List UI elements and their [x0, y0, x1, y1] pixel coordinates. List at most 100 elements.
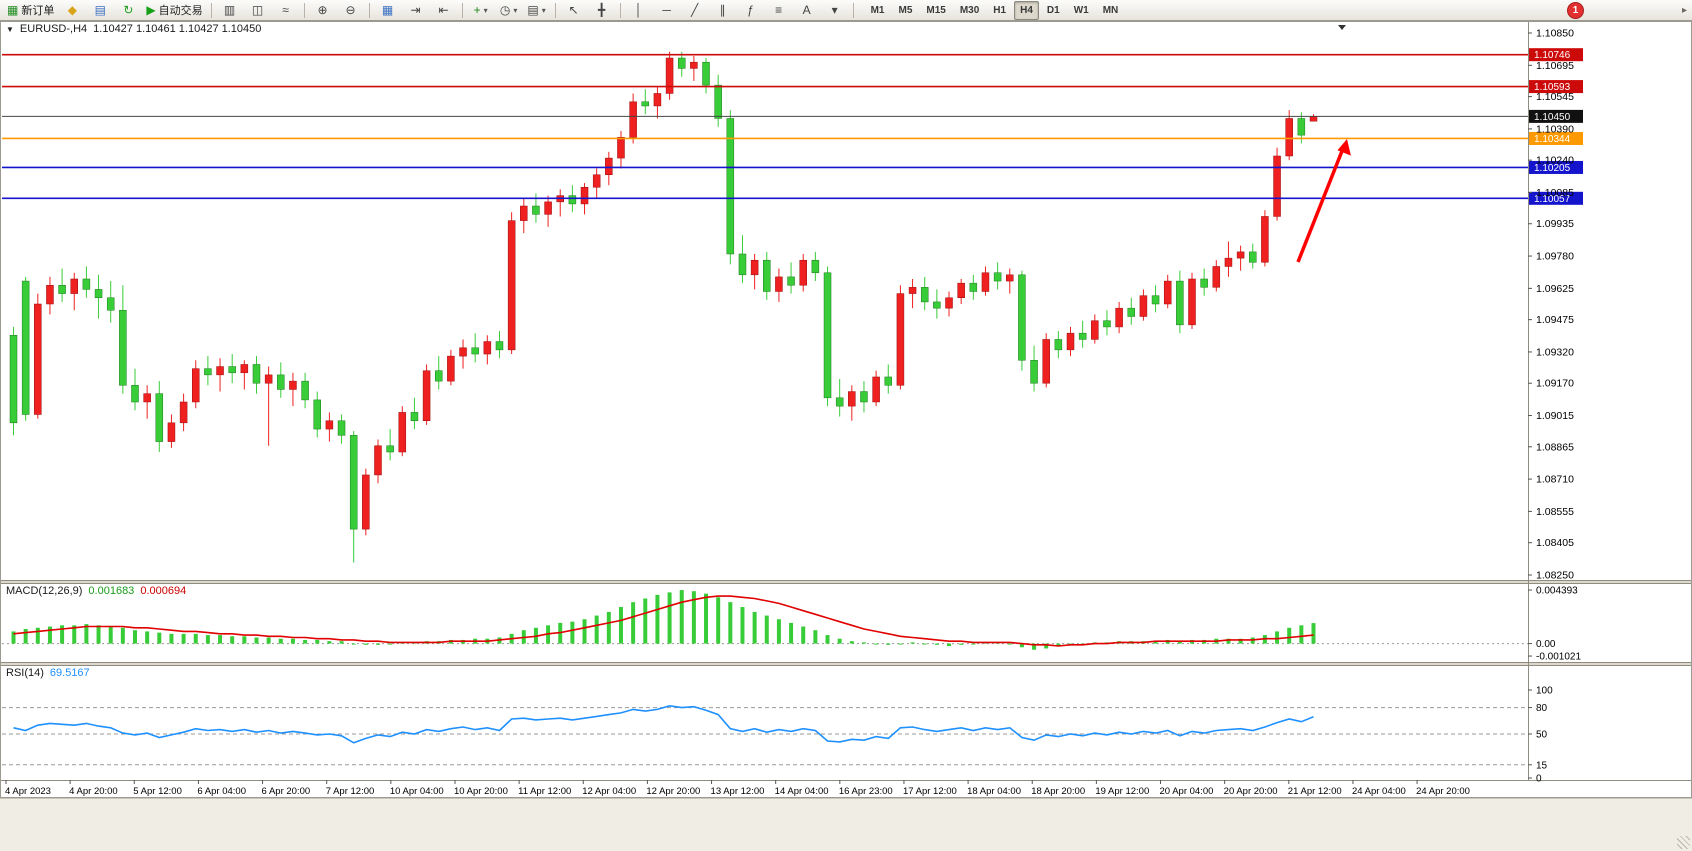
timeframe-m30[interactable]: M30 [959, 4, 980, 16]
candle-down [1030, 360, 1038, 384]
candle-up [1188, 278, 1196, 326]
arrows-button[interactable]: ▾ [821, 1, 849, 20]
macd-histogram-bar [363, 643, 368, 645]
horizontal-line-button[interactable]: ─ [653, 1, 681, 20]
new-order-icon: ▦ [7, 3, 19, 17]
fibonacci-button[interactable]: ƒ [737, 1, 765, 20]
candle-up [1309, 116, 1318, 122]
crosshair-button[interactable]: ╋ [588, 1, 616, 20]
candle-down [131, 385, 139, 403]
tile-windows-button[interactable]: ▦ [374, 1, 402, 20]
time-axis-label: 19 Apr 12:00 [1095, 786, 1149, 797]
notification-badge[interactable]: 1 [1566, 1, 1584, 19]
price-tag-label: 1.10593 [1534, 82, 1571, 93]
macd-histogram-bar [947, 643, 952, 647]
price-tag [1529, 109, 1583, 123]
indicators-button[interactable]: + ▾ [467, 1, 495, 20]
candle-up [167, 422, 176, 442]
time-axis-label: 6 Apr 04:00 [197, 786, 246, 797]
auto-scroll-button[interactable]: ⇥ [402, 1, 430, 20]
price-axis-label: 1.08865 [1536, 441, 1574, 453]
timeframe-h4[interactable]: H4 [1014, 0, 1039, 20]
new-order-button[interactable]: ▦ 新订单 [3, 1, 58, 20]
timeframe-m1[interactable]: M1 [870, 4, 885, 16]
macd-signal-line [13, 595, 1314, 647]
refresh-button[interactable]: ↻ [114, 1, 142, 20]
candle-down [1103, 320, 1111, 328]
price-axis-label: 1.08250 [1536, 570, 1574, 582]
macd-histogram-bar [1226, 638, 1231, 644]
chart-shift-button[interactable]: ⇤ [430, 1, 458, 20]
templates-button[interactable]: ▤ ▾ [523, 1, 551, 20]
time-axis-label: 5 Apr 12:00 [133, 786, 182, 797]
bar-chart-button[interactable]: ▥ [216, 1, 244, 20]
vertical-line-button[interactable]: │ [625, 1, 653, 20]
toolbar-overflow-icon[interactable]: ▸ [1681, 4, 1687, 16]
cursor-icon: ↖ [568, 3, 579, 17]
panel-separator[interactable] [0, 580, 1692, 584]
cursor-button[interactable]: ↖ [560, 1, 588, 20]
timeframe-m5[interactable]: M5 [898, 4, 913, 16]
trendline-button[interactable]: ╱ [681, 1, 709, 20]
price-axis-label: 1.10850 [1536, 28, 1574, 40]
time-axis-label: 4 Apr 20:00 [69, 786, 118, 797]
panel-separator[interactable] [0, 662, 1692, 666]
time-axis-label: 4 Apr 2023 [5, 786, 51, 797]
candle-up [1261, 216, 1269, 263]
timeframe-w1[interactable]: W1 [1073, 4, 1089, 16]
macd-histogram-bar [339, 641, 344, 644]
rsi-line [13, 704, 1314, 744]
macd-histogram-bar [704, 593, 709, 644]
timeframe-h1[interactable]: H1 [993, 4, 1007, 16]
candle-up [544, 201, 552, 215]
candle-up [179, 401, 188, 424]
resize-grip-icon[interactable] [1677, 836, 1690, 849]
trend-arrow[interactable] [1296, 145, 1346, 263]
zoom-out-button[interactable]: ⊖ [337, 1, 365, 20]
macd-axis-label: -0.001021 [1536, 652, 1581, 663]
macd-histogram-bar [72, 625, 77, 644]
candle-up [1236, 251, 1245, 259]
candle-up [374, 445, 382, 476]
time-axis-label: 7 Apr 12:00 [326, 786, 375, 797]
candle-down [1127, 307, 1136, 317]
candle-down [106, 297, 115, 311]
macd-histogram-bar [96, 625, 101, 644]
rsi-name: RSI(14) [6, 667, 44, 679]
autotrading-button[interactable]: ▶ 自动交易 [142, 1, 206, 20]
price-tag-label: 1.10450 [1534, 112, 1571, 123]
timeframe-d1[interactable]: D1 [1046, 4, 1060, 16]
periods-button[interactable]: ◷ ▾ [495, 1, 523, 20]
candle-up [325, 420, 334, 430]
timeframe-m15[interactable]: M15 [926, 4, 946, 16]
zoom-in-button[interactable]: ⊕ [309, 1, 337, 20]
candle-down [82, 278, 91, 290]
macd-histogram-bar [886, 643, 891, 645]
symbol-dropdown-icon[interactable]: ▼ [6, 25, 14, 34]
macd-histogram-bar [290, 638, 295, 644]
macd-histogram-bar [1007, 643, 1012, 645]
macd-histogram-bar [1238, 638, 1243, 644]
candle-down [1297, 118, 1306, 136]
macd-histogram-bar [643, 598, 648, 644]
candlestick-chart-button[interactable]: ◫ [244, 1, 272, 20]
candle-down [94, 289, 103, 298]
chart-shift-marker-icon[interactable] [1338, 25, 1346, 30]
time-axis-label: 18 Apr 04:00 [967, 786, 1021, 797]
line-chart-icon: ≈ [282, 3, 289, 17]
tile-windows-icon: ▦ [381, 3, 394, 17]
equidistant-channel-button[interactable]: ∥ [709, 1, 737, 20]
rsi-axis-label: 80 [1536, 703, 1548, 714]
price-axis-label: 1.09935 [1536, 218, 1574, 230]
objects-button[interactable]: ≡ [765, 1, 793, 20]
market-watch-button[interactable]: ◆ [58, 1, 86, 20]
timeframe-mn[interactable]: MN [1102, 4, 1119, 16]
macd-histogram-bar [849, 641, 854, 644]
data-window-button[interactable]: ▤ [86, 1, 114, 20]
chevron-down-icon: ▾ [483, 5, 488, 15]
candle-up [1115, 307, 1123, 328]
candle-down [738, 253, 747, 276]
text-button[interactable]: A [793, 1, 821, 20]
line-chart-button[interactable]: ≈ [272, 1, 300, 20]
